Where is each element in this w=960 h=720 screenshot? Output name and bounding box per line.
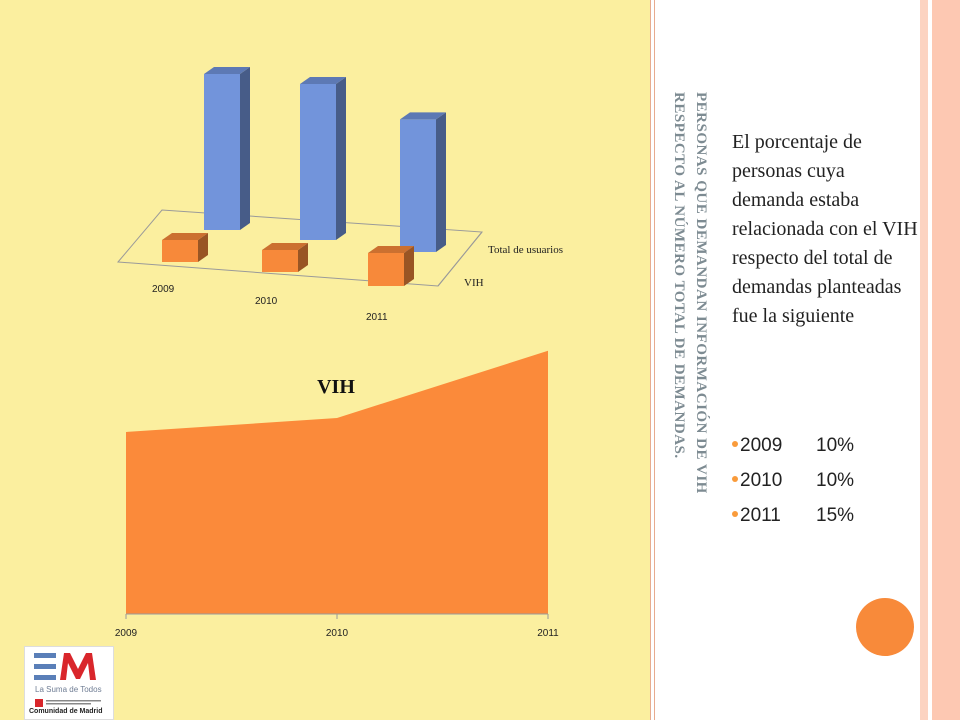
bullet-dot-icon: [732, 475, 738, 482]
bar-vih-2010-side: [298, 243, 308, 272]
area-x-tick-label: 2009: [115, 628, 138, 639]
body-text: El porcentaje de personas cuya demanda e…: [732, 131, 918, 327]
bar-total-usuarios-2009: [204, 74, 240, 230]
bar-chart-depth-axis: [437, 231, 483, 287]
bar-vih-2011-side: [404, 246, 414, 286]
bar-category-label: 2009: [152, 284, 175, 295]
bullet-list: 2009 10% 2010 10% 2011 15%: [732, 428, 918, 533]
logo-small-print-icon: [35, 699, 101, 707]
bar-total-usuarios-2011: [400, 119, 436, 253]
area-x-tick-label: 2010: [326, 628, 349, 639]
bar-total-usuarios-2010: [300, 84, 336, 240]
decorative-circle: [856, 598, 914, 656]
bar-vih-2009: [162, 240, 198, 262]
slide-title-line1: PERSONAS QUE DEMANDAN INFORMACIÓN DE VIH: [693, 92, 709, 494]
bar-vih-2009-top: [162, 233, 208, 240]
bar-total-usuarios-2011-side: [436, 112, 446, 253]
area-chart-title: VIH: [317, 376, 355, 398]
area-chart: VIH 2009 2010 2011: [115, 350, 559, 639]
bullet-percent: 15%: [816, 505, 855, 526]
comunidad-madrid-logo: La Suma de Todos Comunidad de Madrid: [24, 646, 114, 720]
bullet-year: 2011: [740, 505, 781, 526]
bullet-item: 2011 15%: [732, 498, 918, 533]
charts-canvas: 2009 2010 2011 Total de usuarios VIH VIH…: [115, 67, 563, 639]
bar-vih-2010-top: [262, 243, 308, 250]
area-series-vih: [126, 350, 548, 614]
bullet-item: 2009 10%: [732, 428, 918, 463]
bar-vih-2011: [368, 253, 404, 286]
bar-total-usuarios-2011-top: [400, 112, 446, 120]
divider-line: [650, 0, 651, 720]
bullet-year: 2009: [740, 435, 783, 456]
bar-total-usuarios-2009-top: [204, 67, 250, 74]
bar-vih-2011-top: [368, 246, 414, 253]
bar-category-label: 2011: [366, 312, 388, 323]
madrid-m-icon: [34, 653, 96, 680]
bar-total-usuarios-2010-side: [336, 77, 346, 240]
bullet-percent: 10%: [816, 435, 855, 456]
bar-total-usuarios-2009-side: [240, 67, 250, 230]
area-x-tick-label: 2011: [537, 628, 559, 639]
bullet-item: 2010 10%: [732, 463, 918, 498]
bar-series-label: VIH: [464, 277, 484, 289]
bar-category-label: 2010: [255, 296, 278, 307]
bar-total-usuarios-2010-top: [300, 77, 346, 84]
bullet-dot-icon: [732, 510, 738, 517]
bullet-year: 2010: [740, 470, 783, 491]
right-stripe-outer: [932, 0, 960, 720]
logo-tagline: La Suma de Todos: [35, 685, 102, 694]
bar-vih-2010: [262, 250, 298, 272]
slide-title: PERSONAS QUE DEMANDAN INFORMACIÓN DE VIH…: [664, 92, 712, 632]
bar-series-label: Total de usuarios: [488, 244, 563, 256]
right-stripe: [920, 0, 928, 720]
divider-line-2: [654, 0, 655, 720]
bullet-dot-icon: [732, 440, 738, 447]
bullet-percent: 10%: [816, 470, 855, 491]
slide-title-line2: RESPECTO AL NÚMERO TOTAL DE DEMANDAS.: [671, 92, 687, 459]
logo-brand: Comunidad de Madrid: [29, 708, 103, 715]
bar-vih-2009-side: [198, 233, 208, 262]
bar-chart-3d: 2009 2010 2011 Total de usuarios VIH: [116, 67, 563, 323]
